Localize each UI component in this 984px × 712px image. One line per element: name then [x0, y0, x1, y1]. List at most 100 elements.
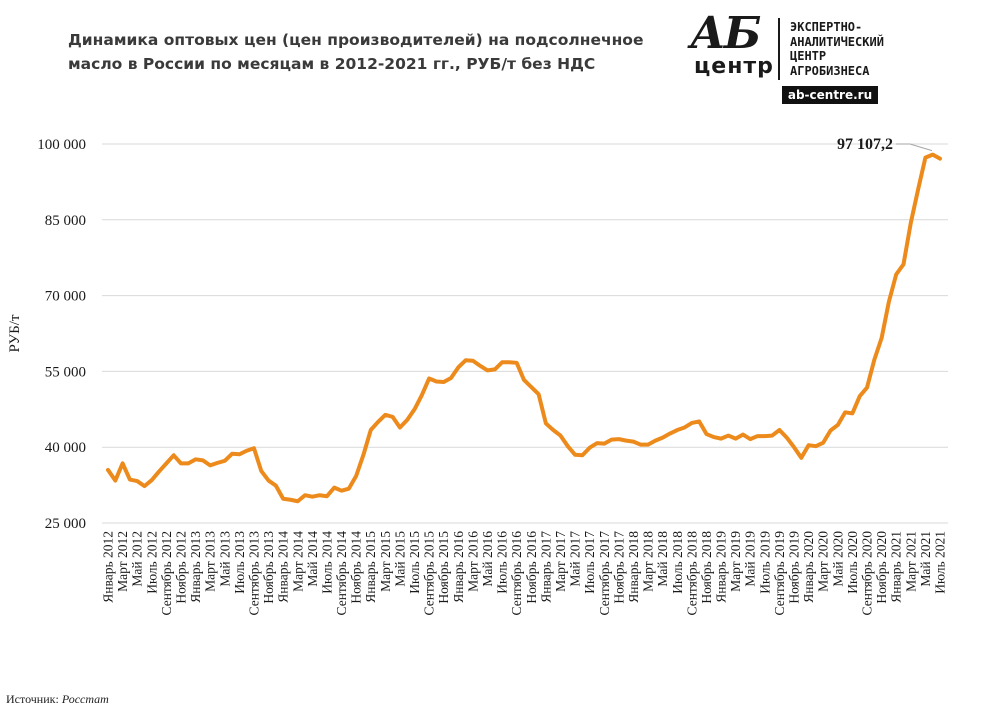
data-point	[836, 423, 839, 426]
x-tick-label: Сентябрь 2014	[334, 531, 349, 616]
x-tick-label: Январь 2019	[714, 531, 729, 603]
x-tick-label: Июль 2013	[232, 531, 247, 594]
data-point	[216, 461, 219, 464]
data-point	[530, 386, 533, 389]
data-point	[457, 366, 460, 369]
data-point	[909, 221, 912, 224]
x-tick-label: Июль 2018	[670, 531, 685, 594]
data-point	[282, 497, 285, 500]
y-tick-label: 85 000	[45, 213, 86, 229]
data-point	[223, 459, 226, 462]
data-point	[734, 437, 737, 440]
x-tick-label: Январь 2018	[626, 531, 641, 603]
annotation-layer: 97 107,2	[837, 136, 933, 153]
data-point	[150, 479, 153, 482]
x-tick-label: Июль 2021	[933, 531, 948, 594]
data-point	[479, 364, 482, 367]
logo-line-4: АГРОБИЗНЕСА	[790, 63, 870, 78]
x-tick-label: Январь 2021	[889, 531, 904, 603]
grid-lines	[102, 143, 948, 524]
data-point	[778, 429, 781, 432]
data-point	[647, 443, 650, 446]
y-tick-label: 55 000	[45, 364, 86, 380]
data-point	[544, 422, 547, 425]
x-tick-label: Июль 2015	[407, 531, 422, 594]
x-tick-label: Март 2021	[903, 531, 918, 592]
data-point	[822, 441, 825, 444]
price-series-line	[106, 152, 942, 504]
x-tick-label: Сентябрь 2012	[159, 531, 174, 615]
data-point	[486, 369, 489, 372]
y-tick-label: 40 000	[45, 440, 86, 456]
data-point	[858, 395, 861, 398]
data-point	[654, 439, 657, 442]
chart-title-line-1: Динамика оптовых цен (цен производителей…	[68, 31, 644, 49]
x-tick-label: Май 2014	[305, 531, 320, 587]
logo-divider	[778, 18, 780, 80]
data-point	[807, 444, 810, 447]
x-tick-label: Май 2015	[392, 531, 407, 587]
data-point	[705, 433, 708, 436]
data-point	[413, 408, 416, 411]
x-tick-label: Июль 2020	[845, 531, 860, 594]
x-tick-label: Март 2016	[465, 531, 480, 592]
logo-line-1: ЭКСПЕРТНО-	[790, 20, 863, 34]
x-tick-label: Март 2017	[553, 531, 568, 592]
x-tick-label: Май 2013	[217, 531, 232, 587]
source-note: Источник: Росстат	[6, 692, 109, 707]
x-tick-label: Март 2020	[816, 531, 831, 592]
x-tick-label: Май 2021	[918, 531, 933, 587]
data-point	[179, 462, 182, 465]
data-point	[231, 452, 234, 455]
annotation-leader-line	[896, 143, 933, 152]
data-point	[515, 361, 518, 364]
data-point	[829, 429, 832, 432]
data-point	[318, 494, 321, 497]
data-point	[552, 429, 555, 432]
x-tick-label: Сентябрь 2013	[246, 531, 261, 616]
data-point	[369, 429, 372, 432]
x-tick-label: Ноябрь 2017	[611, 531, 626, 604]
ab-centre-logo: АБ центр ЭКСПЕРТНО- АНАЛИТИЧЕСКИЙ ЦЕНТР …	[690, 12, 940, 106]
data-point	[245, 449, 248, 452]
data-point	[866, 386, 869, 389]
data-point	[603, 442, 606, 445]
y-tick-label: 100 000	[37, 137, 86, 153]
data-point	[763, 435, 766, 438]
x-tick-label: Ноябрь 2014	[349, 531, 364, 604]
x-tick-label: Январь 2020	[801, 531, 816, 603]
source-label: Источник:	[6, 692, 59, 706]
data-point	[668, 432, 671, 435]
data-point	[588, 446, 591, 449]
x-tick-label: Май 2018	[655, 531, 670, 587]
x-tick-label: Май 2017	[568, 531, 583, 587]
x-tick-label: Сентябрь 2019	[772, 531, 787, 616]
x-tick-label: Март 2014	[290, 531, 305, 592]
x-tick-label: Ноябрь 2013	[261, 531, 276, 604]
data-point	[785, 436, 788, 439]
data-point	[749, 438, 752, 441]
data-point	[362, 453, 365, 456]
data-point	[683, 426, 686, 429]
data-point	[450, 376, 453, 379]
data-point	[931, 153, 934, 156]
data-point	[793, 446, 796, 449]
data-point	[384, 413, 387, 416]
x-tick-label: Ноябрь 2018	[699, 531, 714, 604]
data-point	[420, 394, 423, 397]
x-tick-label: Январь 2013	[188, 531, 203, 603]
data-point	[574, 453, 577, 456]
data-point	[712, 436, 715, 439]
data-point	[632, 440, 635, 443]
data-point	[895, 273, 898, 276]
data-point	[289, 498, 292, 501]
x-tick-label: Май 2020	[830, 531, 845, 587]
data-point	[201, 459, 204, 462]
data-point	[493, 368, 496, 371]
x-tick-label: Май 2019	[743, 531, 758, 587]
x-tick-label: Июль 2014	[319, 531, 334, 594]
data-point	[880, 337, 883, 340]
data-point	[501, 361, 504, 364]
data-point	[143, 485, 146, 488]
